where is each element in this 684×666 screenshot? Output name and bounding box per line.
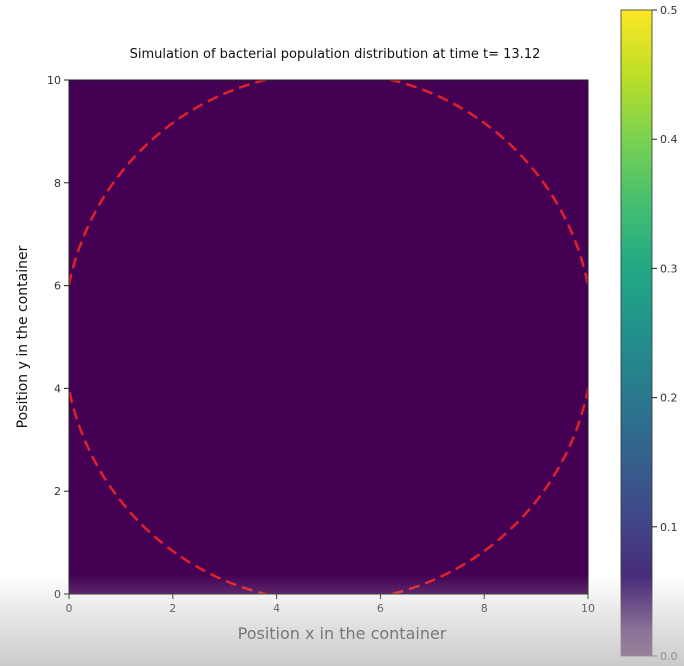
heatmap-field bbox=[69, 80, 588, 594]
y-axis-label: Position y in the container bbox=[15, 245, 31, 428]
colorbar-tick-label: 0.1 bbox=[660, 521, 678, 534]
chart-title: Simulation of bacterial population distr… bbox=[130, 47, 541, 62]
x-tick-label: 10 bbox=[581, 602, 595, 615]
y-tick-label: 6 bbox=[54, 280, 61, 293]
y-axis-ticks: 0 2 4 6 8 10 bbox=[47, 74, 69, 601]
x-tick-label: 4 bbox=[273, 602, 280, 615]
x-axis-label: Position x in the container bbox=[238, 624, 447, 643]
x-tick-label: 6 bbox=[377, 602, 384, 615]
colorbar-ticks: 0.0 0.1 0.2 0.3 0.4 0.5 bbox=[652, 4, 678, 663]
y-tick-label: 4 bbox=[54, 382, 61, 395]
colorbar-tick-label: 0.2 bbox=[660, 392, 678, 405]
colorbar-tick-label: 0.0 bbox=[660, 650, 678, 663]
y-tick-label: 0 bbox=[54, 588, 61, 601]
x-tick-label: 2 bbox=[169, 602, 176, 615]
x-tick-label: 8 bbox=[481, 602, 488, 615]
colorbar-tick-label: 0.4 bbox=[660, 133, 678, 146]
y-tick-label: 8 bbox=[54, 177, 61, 190]
colorbar bbox=[620, 9, 653, 657]
y-tick-label: 2 bbox=[54, 485, 61, 498]
x-tick-label: 0 bbox=[66, 602, 73, 615]
y-tick-label: 10 bbox=[47, 74, 61, 87]
x-axis-ticks: 0 2 4 6 8 10 bbox=[66, 594, 595, 615]
colorbar-tick-label: 0.3 bbox=[660, 262, 678, 275]
colorbar-tick-label: 0.5 bbox=[660, 4, 678, 17]
